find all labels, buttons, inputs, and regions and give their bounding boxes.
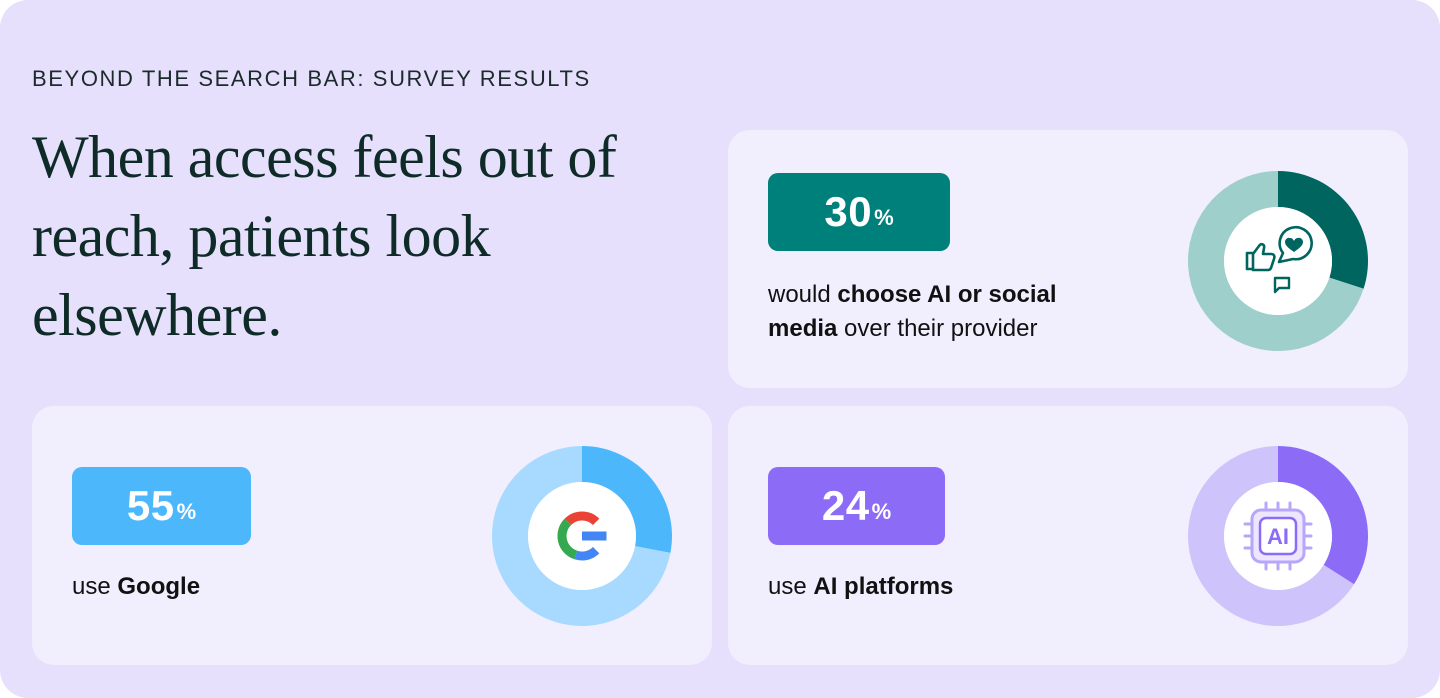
like-and-chat-icon	[1245, 225, 1313, 294]
google-logo-bar	[582, 531, 607, 541]
stat-card-google: 55% use Google	[32, 406, 712, 665]
stat-badge-ai: 24%	[768, 467, 945, 545]
ai-chip-icon: AI	[1243, 501, 1313, 571]
desc-prefix: would	[768, 281, 838, 308]
stat-card-ai: 24% use AI platforms AI	[728, 406, 1408, 665]
stat-badge-social: 30%	[768, 173, 950, 251]
stat-badge-google: 55%	[72, 467, 251, 545]
donut-center	[1224, 207, 1332, 315]
desc-suffix: over their provider	[837, 315, 1038, 342]
stat-description-ai: use AI platforms	[768, 570, 1128, 604]
stat-unit: %	[176, 499, 197, 524]
headline: When access feels out of reach, patients…	[32, 124, 617, 348]
donut-chart-ai: AI	[1188, 446, 1368, 626]
donut-slice-highlight	[1278, 171, 1368, 289]
stat-value: 30	[824, 188, 873, 235]
donut-slice-highlight	[582, 446, 672, 553]
stat-value: 24	[821, 482, 870, 529]
desc-bold: choose AI or social media	[768, 281, 1057, 342]
chip-inner	[1258, 516, 1298, 556]
stat-unit: %	[874, 205, 894, 230]
donut-slice-remainder	[1188, 446, 1354, 626]
donut-slice-highlight	[1278, 446, 1368, 585]
small-chat-icon	[1273, 276, 1291, 294]
desc-prefix: use	[72, 573, 118, 600]
stat-value: 55	[126, 482, 175, 529]
desc-prefix: use	[768, 573, 814, 600]
google-logo-arc-2	[557, 518, 578, 560]
google-logo-icon	[557, 511, 607, 561]
donut-slice-remainder	[492, 446, 671, 626]
desc-bold: AI platforms	[813, 573, 954, 600]
stat-description-social: would choose AI or social media over the…	[768, 278, 1128, 346]
donut-chart-social	[1188, 171, 1368, 351]
stat-unit: %	[871, 499, 892, 524]
donut-slice-remainder	[1188, 171, 1364, 351]
eyebrow-title: BEYOND THE SEARCH BAR: SURVEY RESULTS	[32, 66, 591, 91]
heart-icon	[1285, 237, 1303, 252]
chip-label: AI	[1267, 524, 1289, 549]
desc-bold: Google	[117, 573, 201, 600]
chat-bubble-icon	[1277, 225, 1313, 264]
google-logo-arc-3	[574, 546, 600, 561]
google-logo-arc-0	[564, 511, 600, 526]
donut-chart-google	[492, 446, 672, 626]
stat-description-google: use Google	[72, 570, 432, 604]
stat-card-social: 30% would choose AI or social media over…	[728, 130, 1408, 388]
thumbs-up-icon	[1245, 242, 1276, 272]
